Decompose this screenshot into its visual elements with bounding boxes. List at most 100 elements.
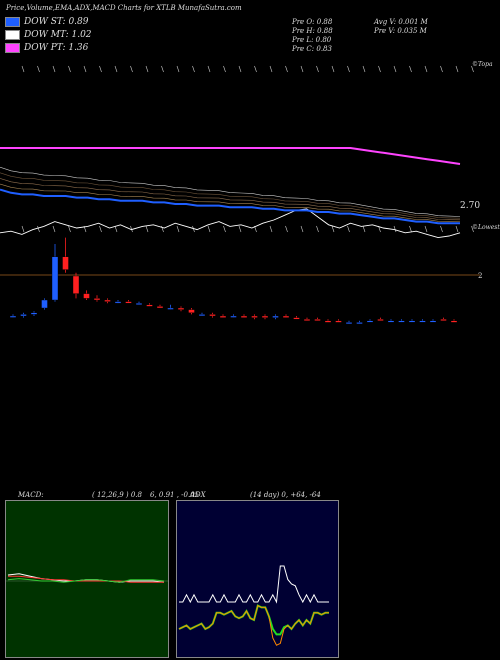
adx-chart <box>178 565 329 646</box>
bottom-tick-mark <box>37 225 40 233</box>
adx-series-line <box>178 604 329 646</box>
candle-body <box>429 320 437 323</box>
stat-prev-volume: Pre V: 0.035 M <box>374 27 427 35</box>
candle-body <box>198 314 206 317</box>
bottom-tick-mark <box>176 225 180 233</box>
candle-body <box>272 315 279 318</box>
candle-body <box>377 319 384 322</box>
top-tick-mark <box>393 65 397 73</box>
top-tick-mark <box>362 65 366 73</box>
level-label: 2 <box>478 272 483 280</box>
top-tick-mark <box>347 65 350 73</box>
candle-body <box>51 256 59 301</box>
candle-body <box>230 315 237 318</box>
bottom-tick-mark <box>393 225 397 233</box>
top-tick-mark <box>21 65 25 73</box>
candle-body <box>156 306 164 309</box>
candle-body <box>398 320 405 323</box>
adx-series-line <box>179 565 329 604</box>
candle-body <box>356 322 363 325</box>
stat-high: Pre H: 0.88 <box>292 27 333 35</box>
bottom-tick-mark <box>68 225 71 233</box>
ema-band-line <box>0 166 461 217</box>
top-tick-mark <box>440 65 443 73</box>
candle-body <box>9 315 17 318</box>
candle-body <box>440 319 447 322</box>
top-tick-mark <box>471 65 474 73</box>
candle-body <box>387 320 395 323</box>
adx-params: (14 day) 0, +64, -64 <box>250 491 321 499</box>
macd-panel <box>5 500 169 658</box>
candle-body <box>345 322 353 325</box>
candle-body <box>450 320 458 323</box>
candle-body <box>240 315 248 318</box>
candle-body <box>125 301 132 304</box>
candle-body <box>188 309 195 314</box>
top-tick-mark <box>130 65 133 73</box>
legend-label-dow-st: DOW ST: 0.89 <box>24 16 89 27</box>
bottom-tick-mark <box>331 225 335 233</box>
bottom-tick-mark <box>285 225 288 233</box>
candle-body <box>104 299 111 302</box>
stat-close: Pre C: 0.83 <box>292 45 332 53</box>
candle-body <box>135 303 143 305</box>
legend-label-dow-mt: DOW MT: 1.02 <box>24 29 92 40</box>
stat-low: Pre L: 0.80 <box>292 36 332 44</box>
legend-dow-mt: DOW MT: 1.02 <box>5 29 92 40</box>
macd-chart <box>6 573 168 583</box>
candle-body <box>83 293 90 299</box>
top-tick-mark <box>409 65 412 73</box>
bottom-tick-mark <box>316 225 319 233</box>
price-series-line <box>0 188 460 225</box>
bottom-tick-mark <box>471 225 474 233</box>
macd-params: ( 12,26,9 ) 0.8 <box>92 491 142 499</box>
candle-body <box>167 307 174 310</box>
macd-series-line <box>8 575 164 583</box>
bottom-tick-mark <box>52 225 56 233</box>
price-series-line <box>0 208 461 239</box>
bottom-tick-mark <box>238 225 242 233</box>
top-tick-mark <box>300 65 304 73</box>
candle-body <box>293 317 300 320</box>
candle-body <box>177 307 185 310</box>
candle-body <box>419 320 426 323</box>
bottom-tick-mark <box>440 225 443 233</box>
legend-dow-st: DOW ST: 0.89 <box>5 16 89 27</box>
candle-body <box>408 320 416 323</box>
top-tick-mark <box>238 65 242 73</box>
candle-body <box>314 319 321 322</box>
top-tick-mark <box>83 65 87 73</box>
candle-body <box>30 312 38 315</box>
bottom-tick-mark <box>455 225 459 233</box>
stat-open: Pre O: 0.88 <box>292 18 333 26</box>
top-tick-mark <box>331 65 335 73</box>
top-tick-mark <box>37 65 40 73</box>
candle-body <box>324 320 332 323</box>
bottom-tick-mark <box>130 225 133 233</box>
bottom-tick-mark <box>424 225 428 233</box>
top-label: ©Topa <box>472 61 493 68</box>
top-tick-mark <box>424 65 428 73</box>
bottom-tick-mark <box>300 225 304 233</box>
legend-swatch-dow-mt <box>5 29 20 40</box>
legend-swatch-dow-st <box>5 16 20 27</box>
candle-body <box>282 315 290 318</box>
top-tick-mark <box>223 65 226 73</box>
bottom-tick-mark <box>114 225 118 233</box>
macd-series-line <box>7 578 165 583</box>
candle-body <box>114 301 122 304</box>
adx-label: ADX <box>190 491 206 499</box>
top-tick-mark <box>192 65 195 73</box>
top-tick-mark <box>207 65 211 73</box>
top-tick-mark <box>378 65 381 73</box>
ema-band-line <box>0 172 461 219</box>
bottom-tick-mark <box>347 225 350 233</box>
macd-values: 6, 0.91 , -0.05 <box>150 491 200 499</box>
top-tick-mark <box>52 65 56 73</box>
candle-body <box>20 314 27 317</box>
ema-band-line <box>0 178 461 221</box>
bottom-tick-mark <box>99 225 102 233</box>
top-tick-mark <box>269 65 273 73</box>
candle-body <box>335 320 342 323</box>
bottom-tick-mark <box>145 225 149 233</box>
